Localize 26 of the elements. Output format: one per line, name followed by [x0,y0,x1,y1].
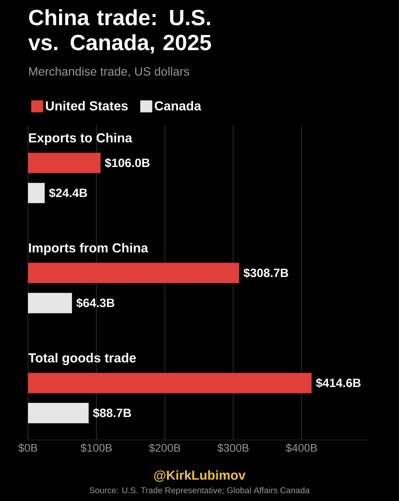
x-tick-label: $100B [80,444,112,452]
data-label: $24.4B [49,188,88,198]
x-tick-label: $400B [286,444,317,452]
bar [28,292,72,314]
bar [28,372,312,394]
bar [28,182,45,204]
x-tick-label: $0B [18,444,38,452]
data-label: $414.6B [316,378,361,388]
legend-label: United States [46,100,128,110]
data-label: $308.7B [244,268,288,278]
chart-title: China trade: U.S. vs. Canada, 2025 [28,9,212,54]
legend-label: Canada [154,100,202,110]
y-tick-label: Imports from China [29,242,148,256]
y-tick-label: Total goods trade [28,352,136,366]
text: @KirkLubimov [154,470,246,482]
y-tick-label: Exports to China [29,132,132,146]
data-label: $106.0B [104,158,150,168]
bar [28,152,101,174]
x-tick-label: $300B [217,444,249,452]
data-label: $88.7B [93,408,132,418]
bar [28,262,240,284]
source-note: Source: U.S. Trade Representative; Global Affairs Canada [90,487,310,495]
x-tick-label: $200B [149,444,180,452]
chart-subtitle: Merchandise trade, US dollars [29,66,190,78]
data-label: $64.3B [76,298,114,308]
bar [28,402,89,424]
